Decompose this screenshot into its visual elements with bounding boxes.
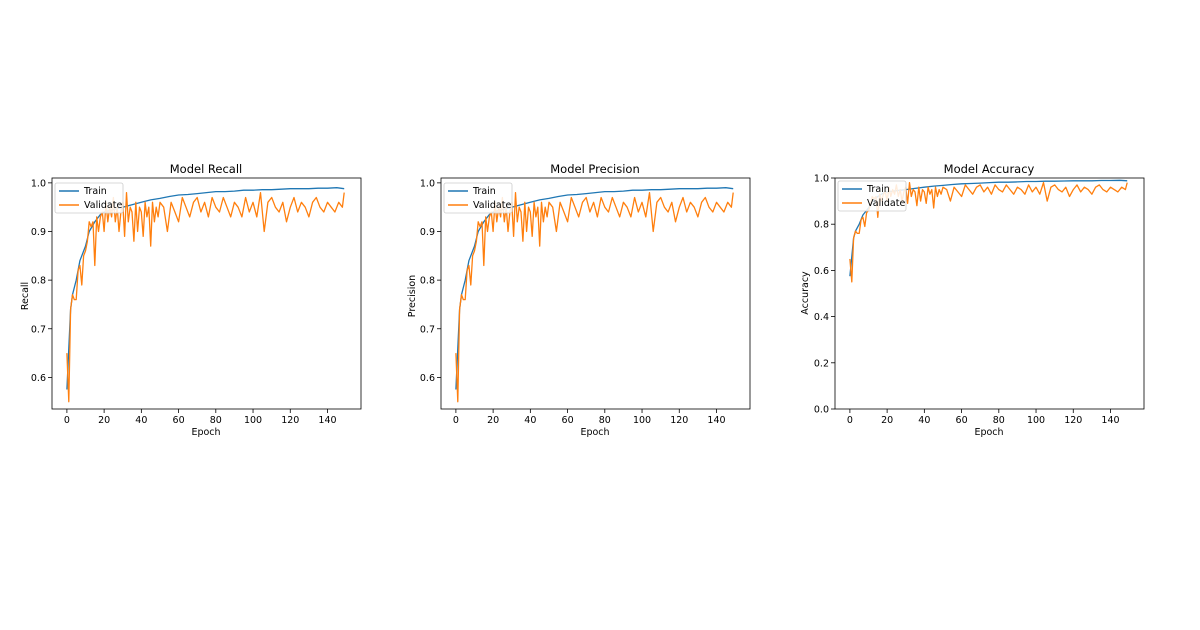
legend-label-train: Train <box>83 186 107 197</box>
chart-title: Model Accuracy <box>944 162 1035 176</box>
x-tick-label: 100 <box>1027 415 1045 426</box>
x-tick-label: 0 <box>453 415 459 426</box>
x-tick-label: 80 <box>210 415 222 426</box>
y-axis-label: Precision <box>407 275 418 317</box>
x-axis-label: Epoch <box>974 427 1003 438</box>
x-tick-label: 0 <box>847 415 853 426</box>
x-tick-label: 100 <box>244 415 262 426</box>
x-tick-label: 20 <box>487 415 499 426</box>
x-tick-label: 80 <box>993 415 1005 426</box>
x-tick-label: 20 <box>98 415 110 426</box>
x-tick-label: 60 <box>562 415 574 426</box>
plot-frame <box>440 177 751 410</box>
y-axis-label: Recall <box>20 282 31 310</box>
y-tick-label: 0.6 <box>420 373 435 384</box>
x-tick-label: 60 <box>173 415 185 426</box>
x-axis-label: Epoch <box>191 427 220 438</box>
y-tick-label: 0.9 <box>420 227 435 238</box>
plot-frame <box>834 177 1145 410</box>
x-tick-label: 100 <box>633 415 651 426</box>
y-tick-label: 0.8 <box>420 276 435 287</box>
y-tick-label: 0.7 <box>31 324 46 335</box>
legend-label-train: Train <box>472 186 496 197</box>
x-tick-label: 40 <box>524 415 536 426</box>
x-tick-label: 140 <box>1101 415 1119 426</box>
x-axis-label: Epoch <box>580 427 609 438</box>
y-tick-label: 0.9 <box>31 227 46 238</box>
x-tick-label: 120 <box>670 415 688 426</box>
x-tick-label: 140 <box>318 415 336 426</box>
chart-accuracy: Model Accuracy Epoch Accuracy 0 20 40 60 80 1… <box>800 162 1145 438</box>
series-line-validate <box>66 191 345 403</box>
legend-label-train: Train <box>866 184 890 195</box>
chart-recall: Model Recall Epoch Recall 0 20 40 60 80 100 12… <box>20 162 362 438</box>
y-tick-label: 0.4 <box>814 312 829 323</box>
chart-title: Model Recall <box>170 162 243 176</box>
chart-marks: 0 20 40 60 80 100 120 140 0.6 0.7 0.8 0.9 1.0 <box>31 177 362 426</box>
x-tick-label: 40 <box>135 415 147 426</box>
y-tick-label: 1.0 <box>814 174 829 185</box>
series-line-validate <box>455 191 734 403</box>
y-tick-label: 1.0 <box>420 178 435 189</box>
y-tick-label: 0.7 <box>420 324 435 335</box>
x-tick-label: 120 <box>281 415 299 426</box>
x-tick-label: 0 <box>64 415 70 426</box>
x-tick-label: 60 <box>956 415 968 426</box>
legend-label-validate: Validate <box>473 200 511 211</box>
series-line-train <box>66 187 345 390</box>
y-tick-label: 0.8 <box>814 220 829 231</box>
y-tick-label: 0.8 <box>31 276 46 287</box>
x-tick-label: 140 <box>707 415 725 426</box>
y-tick-label: 0.6 <box>814 266 829 277</box>
y-tick-label: 1.0 <box>31 178 46 189</box>
plot-frame <box>51 177 362 410</box>
legend-label-validate: Validate <box>867 198 905 209</box>
y-axis-label: Accuracy <box>800 271 811 315</box>
x-tick-label: 120 <box>1064 415 1082 426</box>
x-tick-label: 80 <box>599 415 611 426</box>
x-tick-label: 40 <box>918 415 930 426</box>
chart-precision: Model Precision Epoch Precision 0 20 40 60 8… <box>407 162 751 438</box>
y-tick-label: 0.0 <box>814 405 829 416</box>
y-tick-label: 0.2 <box>814 358 829 369</box>
chart-title: Model Precision <box>550 162 640 176</box>
legend-label-validate: Validate <box>84 200 122 211</box>
chart-marks: 0 20 40 60 80 100 120 140 0.6 0.7 0.8 0.9 1.0 <box>420 177 751 426</box>
x-tick-label: 20 <box>881 415 893 426</box>
y-tick-label: 0.6 <box>31 373 46 384</box>
series-line-train <box>455 187 734 390</box>
